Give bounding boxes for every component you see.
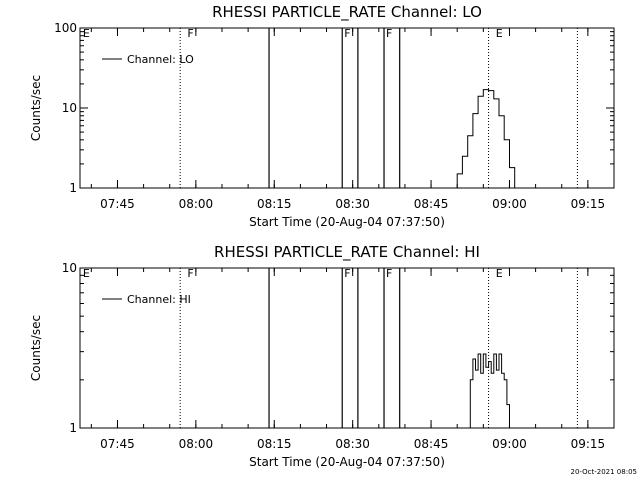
x-tick-label: 08:00 <box>179 197 214 211</box>
flag-label: F <box>386 27 392 40</box>
chart-title: RHESSI PARTICLE_RATE Channel: HI <box>214 243 480 262</box>
x-tick-label: 08:30 <box>335 197 370 211</box>
x-axis-label: Start Time (20-Aug-04 07:37:50) <box>249 455 445 469</box>
y-tick-label: 10 <box>62 101 77 115</box>
x-tick-label: 09:00 <box>492 197 527 211</box>
footer-timestamp: 20-Oct-2021 08:05 <box>571 468 637 476</box>
x-tick-label: 09:15 <box>571 197 606 211</box>
series-line <box>452 89 516 189</box>
legend-label: Channel: HI <box>127 293 191 306</box>
x-tick-label: 07:45 <box>100 437 135 451</box>
legend-label: Channel: LO <box>127 53 194 66</box>
flag-label: F <box>344 27 350 40</box>
x-tick-label: 08:45 <box>414 197 449 211</box>
x-tick-label: 08:30 <box>335 437 370 451</box>
flag-label: F <box>187 267 193 280</box>
hi-channel-panel: RHESSI PARTICLE_RATE Channel: HI Start T… <box>29 243 615 469</box>
y-tick-label: 10 <box>62 261 77 275</box>
y-tick-label: 1 <box>69 421 77 435</box>
lo-channel-panel: RHESSI PARTICLE_RATE Channel: LO Start T… <box>29 3 615 229</box>
flag-label: E <box>83 267 90 280</box>
x-tick-label: 08:15 <box>257 197 292 211</box>
flag-label: F <box>386 267 392 280</box>
y-tick-label: 1 <box>69 181 77 195</box>
y-tick-label: 100 <box>54 21 77 35</box>
flag-label: F <box>187 27 193 40</box>
series-line <box>467 353 510 429</box>
x-tick-label: 09:00 <box>492 437 527 451</box>
flag-label: E <box>496 267 503 280</box>
x-tick-label: 08:45 <box>414 437 449 451</box>
x-tick-label: 09:15 <box>571 437 606 451</box>
y-axis-label: Counts/sec <box>29 75 43 141</box>
plot-frame <box>79 27 615 189</box>
x-tick-label: 07:45 <box>100 197 135 211</box>
x-tick-label: 08:00 <box>179 437 214 451</box>
flag-label: E <box>83 27 90 40</box>
flag-label: E <box>496 27 503 40</box>
x-tick-label: 08:15 <box>257 437 292 451</box>
chart-title: RHESSI PARTICLE_RATE Channel: LO <box>212 3 482 22</box>
flag-label: F <box>344 267 350 280</box>
y-axis-label: Counts/sec <box>29 315 43 381</box>
plot-frame <box>79 267 615 429</box>
x-axis-label: Start Time (20-Aug-04 07:37:50) <box>249 215 445 229</box>
